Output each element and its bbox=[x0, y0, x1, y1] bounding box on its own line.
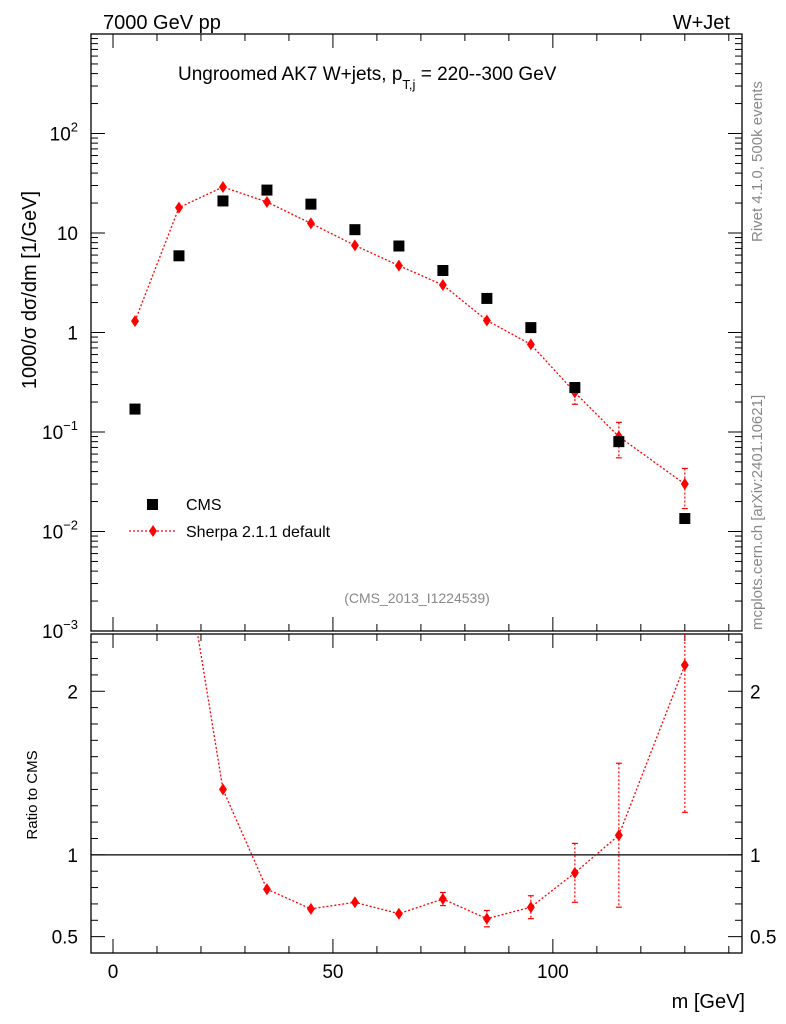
ratio-point bbox=[680, 659, 689, 672]
plot-title-main: Ungroomed AK7 W+jets, p bbox=[178, 64, 402, 85]
sherpa-point bbox=[350, 239, 359, 252]
sherpa-point bbox=[130, 315, 139, 328]
ratio-point bbox=[526, 901, 535, 914]
cms-point bbox=[261, 184, 273, 196]
ratio-point bbox=[306, 902, 315, 915]
sherpa-point bbox=[482, 314, 491, 327]
x-tick-label: 100 bbox=[537, 962, 569, 983]
ratio-point bbox=[350, 896, 359, 909]
ratio-y-tick-label-left: 1 bbox=[67, 846, 78, 867]
analysis-label: (CMS_2013_I1224539) bbox=[344, 590, 490, 606]
sherpa-point bbox=[438, 279, 447, 292]
cms-point bbox=[129, 403, 141, 415]
y-tick-label: 10−3 bbox=[42, 617, 78, 643]
ratio-point bbox=[570, 866, 579, 879]
sherpa-point bbox=[394, 259, 403, 272]
y-tick-label: 1 bbox=[67, 324, 78, 345]
cms-point bbox=[217, 195, 229, 207]
mcplots-site-label: mcplots.cern.ch [arXiv:2401.10621] bbox=[749, 395, 766, 630]
ratio-point bbox=[614, 829, 623, 842]
y-tick-label-mantissa: 10 bbox=[50, 125, 71, 146]
header-right-label: W+Jet bbox=[673, 12, 731, 34]
y-tick-label: 10−1 bbox=[42, 418, 78, 444]
main-plot-frame bbox=[90, 33, 743, 632]
plot-title-subscript: T,j bbox=[402, 77, 415, 92]
y-tick-label-mantissa: 10 bbox=[42, 523, 63, 544]
ratio-y-tick-label-right: 2 bbox=[750, 682, 761, 703]
y-tick-label-mantissa: 1 bbox=[67, 324, 78, 345]
plot-title-tail: = 220--300 GeV bbox=[415, 64, 556, 85]
y-tick-label-mantissa: 10 bbox=[42, 423, 63, 444]
cms-point bbox=[437, 264, 449, 276]
cms-point bbox=[679, 513, 691, 525]
ratio-point bbox=[394, 907, 403, 920]
cms-point bbox=[305, 198, 317, 210]
ratio-point bbox=[218, 783, 227, 796]
cms-point bbox=[525, 322, 537, 334]
ratio-line bbox=[196, 634, 686, 920]
sherpa-point bbox=[680, 478, 689, 491]
cms-point bbox=[569, 382, 581, 394]
y-tick-label-mantissa: 10 bbox=[57, 224, 78, 245]
plot-title: Ungroomed AK7 W+jets, pT,j = 220--300 Ge… bbox=[178, 64, 557, 92]
sherpa-point bbox=[218, 180, 227, 193]
legend-cms-marker bbox=[147, 499, 158, 510]
ratio-point bbox=[262, 883, 271, 896]
legend-sherpa-marker bbox=[149, 525, 157, 537]
ratio-series-group bbox=[196, 634, 689, 928]
rivet-version-label: Rivet 4.1.0, 500k events bbox=[749, 81, 766, 242]
y-tick-label: 10 bbox=[57, 224, 78, 245]
ratio-y-tick-label-left: 0.5 bbox=[52, 928, 78, 949]
y-tick-label-exponent: −1 bbox=[63, 418, 78, 433]
main-y-axis-label: 1000/σ dσ/dm [1/GeV] bbox=[19, 191, 41, 389]
cms-point bbox=[173, 250, 185, 262]
x-axis-label: m [GeV] bbox=[672, 991, 745, 1013]
cms-point bbox=[349, 224, 361, 236]
y-tick-label-mantissa: 10 bbox=[42, 622, 63, 643]
ratio-plot-frame bbox=[90, 633, 743, 954]
header-left-label: 7000 GeV pp bbox=[103, 12, 221, 34]
sherpa-point bbox=[306, 217, 315, 230]
legend-cms-label: CMS bbox=[186, 497, 222, 514]
cms-point bbox=[613, 436, 625, 448]
ratio-y-tick-label-right: 1 bbox=[750, 846, 761, 867]
y-tick-label-exponent: −3 bbox=[63, 617, 78, 632]
ratio-point bbox=[438, 893, 447, 906]
ratio-y-tick-label-right: 0.5 bbox=[750, 928, 776, 949]
cms-point bbox=[481, 292, 493, 304]
ratio-point bbox=[482, 912, 491, 925]
y-tick-label: 102 bbox=[50, 120, 78, 146]
ratio-y-axis-label: Ratio to CMS bbox=[24, 750, 41, 839]
x-tick-label: 50 bbox=[322, 962, 343, 983]
y-tick-label-exponent: −2 bbox=[63, 518, 78, 533]
legend: CMS Sherpa 2.1.1 default bbox=[129, 497, 331, 541]
x-tick-label: 0 bbox=[108, 962, 119, 983]
legend-sherpa-label: Sherpa 2.1.1 default bbox=[186, 524, 331, 541]
cms-point bbox=[393, 240, 405, 252]
sherpa-point bbox=[526, 338, 535, 351]
sherpa-point bbox=[174, 201, 183, 214]
sherpa-point bbox=[262, 195, 271, 208]
ratio-y-tick-label-left: 2 bbox=[67, 682, 78, 703]
y-tick-label-exponent: 2 bbox=[71, 120, 78, 135]
sherpa-line bbox=[134, 186, 686, 485]
y-tick-label: 10−2 bbox=[42, 518, 78, 544]
